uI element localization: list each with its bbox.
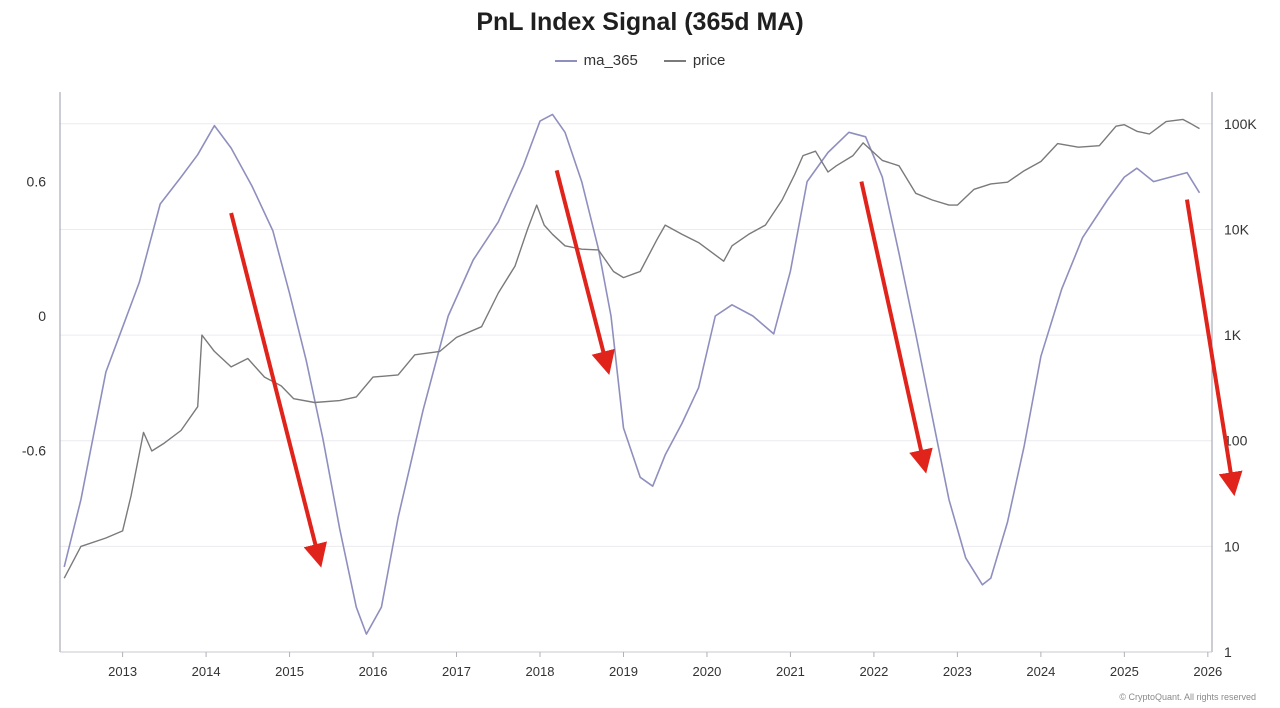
x-tick-label: 2016 (359, 664, 388, 679)
watermark: © CryptoQuant. All rights reserved (1119, 692, 1256, 702)
x-tick-label: 2025 (1110, 664, 1139, 679)
x-tick-label: 2014 (192, 664, 221, 679)
x-tick-label: 2024 (1026, 664, 1055, 679)
right-tick-label: 10K (1224, 221, 1250, 237)
x-tick-label: 2013 (108, 664, 137, 679)
legend-item-price[interactable]: price (663, 52, 726, 69)
red-arrow-annotation (1184, 199, 1243, 497)
legend-swatch-ma365 (554, 59, 577, 62)
left-tick-label: 0.6 (27, 174, 47, 190)
red-arrow-annotation (859, 181, 933, 474)
x-tick-label: 2022 (859, 664, 888, 679)
x-tick-label: 2026 (1193, 664, 1222, 679)
series-line-price (63, 118, 1200, 579)
chart-title: PnL Index Signal (365d MA) (476, 8, 804, 36)
right-axis-ticks: 1 10 100 1K 10K 100K (1224, 116, 1257, 660)
left-tick-label: 0 (38, 308, 46, 324)
legend-item-ma365[interactable]: ma_365 (554, 52, 638, 69)
left-tick-label: -0.6 (22, 442, 46, 458)
right-tick-label: 100K (1224, 116, 1257, 132)
legend-label-price: price (692, 52, 726, 69)
series-line-ma365 (63, 113, 1201, 635)
x-tick-label: 2020 (692, 664, 721, 679)
x-tick-label: 2018 (526, 664, 555, 679)
grid-lines (60, 123, 1212, 653)
axes (59, 92, 1213, 653)
x-tick-label: 2019 (609, 664, 638, 679)
right-tick-label: 1 (1224, 644, 1232, 660)
right-tick-label: 10 (1224, 538, 1240, 554)
annotation-arrows (229, 169, 1243, 568)
left-axis-ticks: 0.6 0 -0.6 (22, 174, 46, 459)
legend-swatch-price (663, 59, 686, 62)
red-arrow-annotation (554, 169, 615, 375)
right-tick-label: 1K (1224, 327, 1242, 343)
legend-label-ma365: ma_365 (583, 52, 638, 69)
x-tick-label: 2017 (442, 664, 471, 679)
red-arrow-annotation (229, 212, 327, 568)
x-tick-label: 2023 (943, 664, 972, 679)
x-axis-ticks: 2013 2014 2015 2016 2017 2018 2019 2020 2021 2022… (108, 652, 1222, 679)
series-lines (63, 113, 1201, 635)
legend: ma_365 price (0, 52, 1280, 69)
x-tick-label: 2021 (776, 664, 805, 679)
x-tick-label: 2015 (275, 664, 304, 679)
right-tick-label: 100 (1224, 433, 1248, 449)
